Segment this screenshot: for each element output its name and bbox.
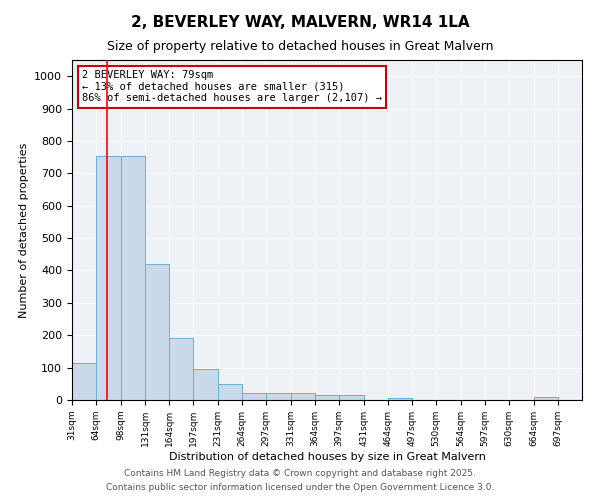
Bar <box>96 156 121 400</box>
Bar <box>169 338 193 400</box>
Bar <box>315 395 339 400</box>
Text: Contains public sector information licensed under the Open Government Licence 3.: Contains public sector information licen… <box>106 484 494 492</box>
Bar <box>242 393 266 400</box>
Bar <box>388 398 412 400</box>
Bar <box>72 363 96 400</box>
Bar <box>145 264 169 400</box>
Bar <box>534 397 558 400</box>
Bar <box>291 393 315 400</box>
Bar <box>121 156 145 400</box>
Text: Contains HM Land Registry data © Crown copyright and database right 2025.: Contains HM Land Registry data © Crown c… <box>124 468 476 477</box>
Text: Size of property relative to detached houses in Great Malvern: Size of property relative to detached ho… <box>107 40 493 53</box>
Y-axis label: Number of detached properties: Number of detached properties <box>19 142 29 318</box>
Bar <box>266 393 291 400</box>
Bar <box>218 384 242 400</box>
Text: 2, BEVERLEY WAY, MALVERN, WR14 1LA: 2, BEVERLEY WAY, MALVERN, WR14 1LA <box>131 15 469 30</box>
Bar <box>339 395 364 400</box>
Bar <box>193 368 218 400</box>
Text: 2 BEVERLEY WAY: 79sqm
← 13% of detached houses are smaller (315)
86% of semi-det: 2 BEVERLEY WAY: 79sqm ← 13% of detached … <box>82 70 382 103</box>
X-axis label: Distribution of detached houses by size in Great Malvern: Distribution of detached houses by size … <box>169 452 485 462</box>
